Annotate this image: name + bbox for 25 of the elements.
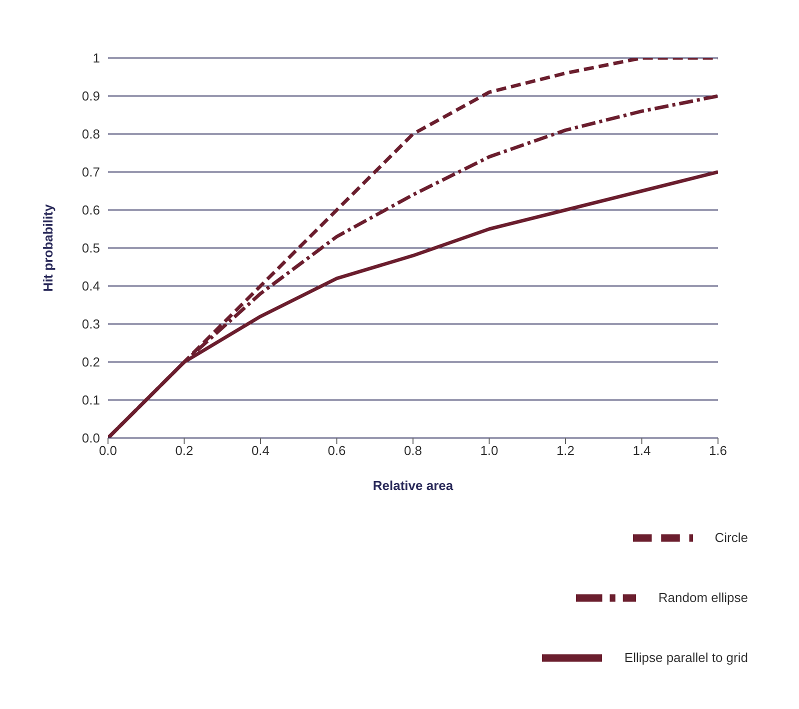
x-tick-label: 1.6 <box>708 443 728 458</box>
y-axis-title: Hit probability <box>40 204 56 292</box>
x-tick-label: 1.2 <box>556 443 575 458</box>
y-tick-label: 1 <box>92 50 100 66</box>
y-tick-label: 0.9 <box>82 88 100 104</box>
legend-label: Random ellipse <box>658 590 748 605</box>
y-tick-label: 0.3 <box>82 316 100 332</box>
legend-label: Circle <box>714 530 748 545</box>
y-tick-label: 0.8 <box>82 126 100 142</box>
x-tick-label: 0.2 <box>175 443 194 458</box>
x-tick-label: 1.4 <box>632 443 651 458</box>
y-tick-label: 0.6 <box>82 202 100 218</box>
x-tick-label: 0.4 <box>251 443 270 458</box>
legend-label: Ellipse parallel to grid <box>624 650 748 665</box>
x-tick-label: 0.0 <box>98 443 118 458</box>
x-tick-label: 1.0 <box>480 443 498 458</box>
x-tick-label: 0.8 <box>404 443 422 458</box>
x-tick-label: 0.6 <box>328 443 346 458</box>
y-tick-label: 0.0 <box>82 430 100 446</box>
y-tick-label: 0.5 <box>82 240 100 256</box>
y-tick-label: 0.2 <box>82 354 100 370</box>
x-axis-title: Relative area <box>372 478 454 493</box>
y-tick-label: 0.1 <box>82 392 100 408</box>
y-tick-label: 0.7 <box>82 164 100 180</box>
y-tick-label: 0.4 <box>82 278 100 294</box>
